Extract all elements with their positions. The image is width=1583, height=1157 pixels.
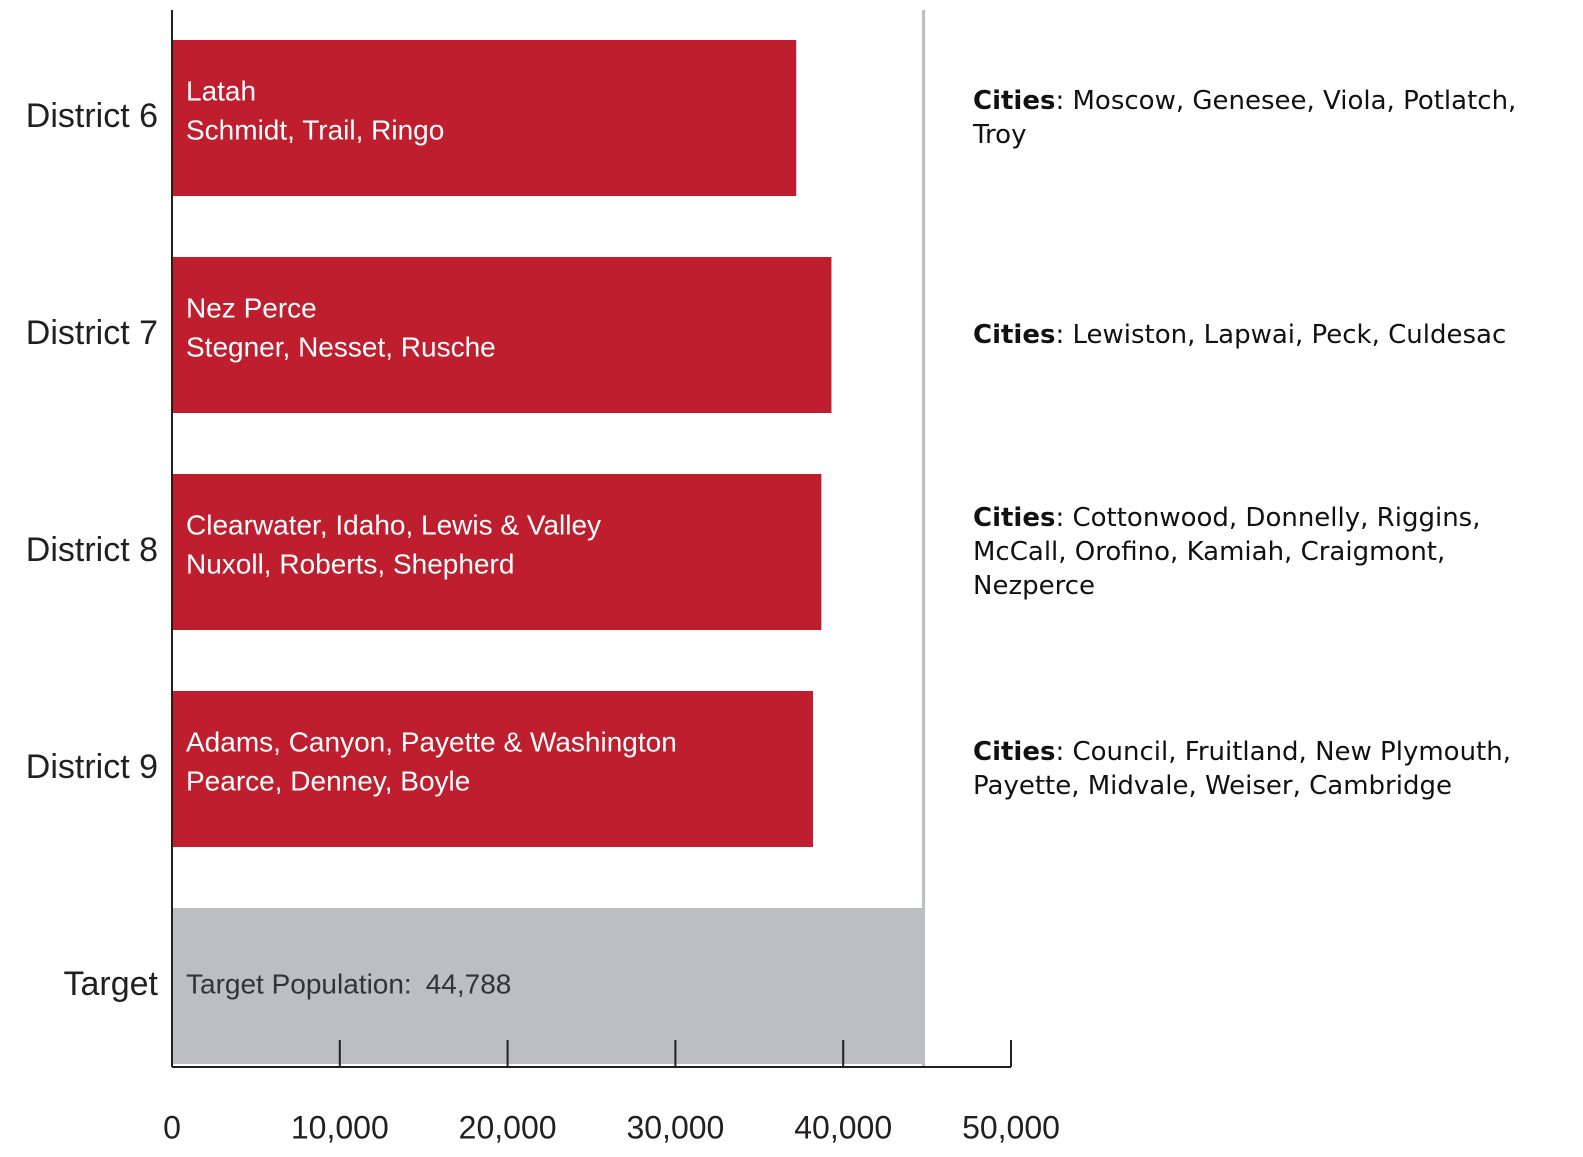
cities-label: Cities (973, 86, 1056, 116)
y-tick-label: District 8 (26, 531, 158, 569)
bar-text: Adams, Canyon, Payette & Washington (186, 726, 677, 757)
cities-list: : Cottonwood, Donnelly, Riggins, McCall,… (973, 503, 1481, 601)
y-tick-label: District 7 (26, 314, 158, 352)
cities-list: : Lewiston, Lapwai, Peck, Culdesac (1055, 320, 1507, 350)
bar (172, 257, 832, 413)
bar (172, 474, 822, 630)
x-tick-label: 20,000 (459, 1109, 557, 1145)
cities-note: Cities: Moscow, Genesee, Viola, Potlatch… (973, 84, 1573, 152)
x-tick-label: 50,000 (962, 1109, 1060, 1145)
bar-text: Nez Perce (186, 292, 317, 323)
value-label: 44,788 (426, 968, 512, 999)
cities-note: Cities: Lewiston, Lapwai, Peck, Culdesac (973, 318, 1573, 352)
cities-note: Cities: Council, Fruitland, New Plymouth… (973, 735, 1573, 803)
cities-label: Cities (973, 737, 1056, 767)
bar (172, 40, 797, 196)
y-tick-label: District 9 (26, 748, 158, 786)
x-tick-label: 30,000 (626, 1109, 724, 1145)
x-tick-label: 10,000 (291, 1109, 389, 1145)
bar-text: Nuxoll, Roberts, Shepherd (186, 548, 514, 579)
bar-text: Stegner, Nesset, Rusche (186, 331, 496, 362)
bar-text: Pearce, Denney, Boyle (186, 765, 470, 796)
cities-label: Cities (973, 503, 1056, 533)
cities-note: Cities: Cottonwood, Donnelly, Riggins, M… (973, 501, 1573, 603)
cities-list: : Council, Fruitland, New Plymouth, Paye… (973, 737, 1511, 801)
bar-text: Clearwater, Idaho, Lewis & Valley (186, 509, 601, 540)
bar-text: Schmidt, Trail, Ringo (186, 114, 444, 145)
x-tick-label: 40,000 (794, 1109, 892, 1145)
y-tick-label: District 6 (26, 97, 158, 135)
bar-text: Latah (186, 75, 256, 106)
bar-text: Target Population: (186, 968, 412, 999)
x-tick-label: 0 (163, 1109, 181, 1145)
cities-list: : Moscow, Genesee, Viola, Potlatch, Troy (973, 86, 1517, 150)
cities-label: Cities (973, 320, 1056, 350)
y-tick-label: Target (64, 965, 159, 1003)
bar (172, 908, 924, 1064)
bar (172, 691, 813, 847)
